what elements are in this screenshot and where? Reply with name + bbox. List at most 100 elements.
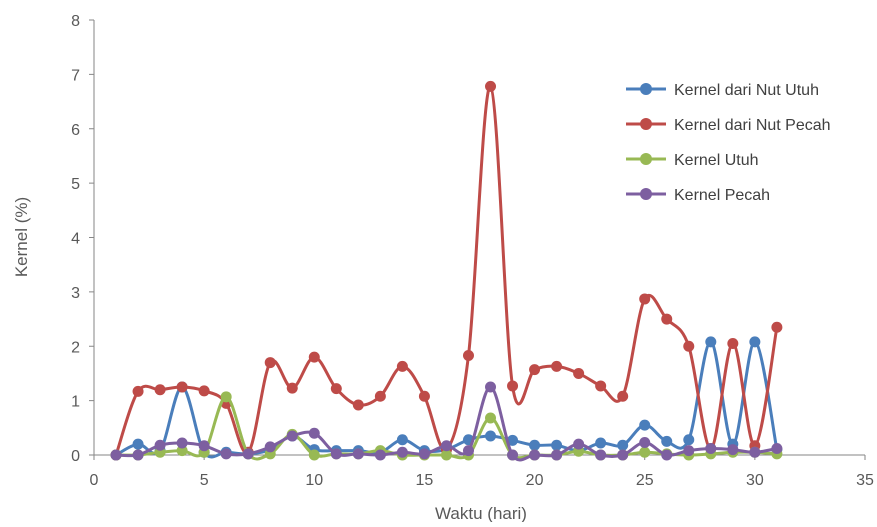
legend-label: Kernel Pecah	[674, 187, 770, 204]
data-point	[220, 448, 232, 460]
data-point	[485, 80, 497, 92]
data-point	[198, 385, 210, 397]
y-tick-label: 1	[71, 394, 80, 411]
data-point	[132, 385, 144, 397]
data-point	[198, 440, 210, 452]
x-tick-label: 30	[746, 472, 764, 489]
legend-label: Kernel dari Nut Pecah	[674, 117, 831, 134]
series-layer	[110, 80, 783, 462]
data-point	[705, 442, 717, 454]
data-point	[308, 427, 320, 439]
data-point	[661, 435, 673, 447]
data-point	[683, 340, 695, 352]
data-point	[749, 336, 761, 348]
x-tick-label: 15	[416, 472, 434, 489]
y-tick-label: 3	[71, 285, 80, 302]
data-point	[176, 437, 188, 449]
series-line	[114, 84, 779, 457]
data-point	[639, 293, 651, 305]
data-point	[154, 439, 166, 451]
data-point	[639, 436, 651, 448]
x-tick-label: 25	[636, 472, 654, 489]
data-point	[705, 336, 717, 348]
data-point	[242, 448, 254, 460]
data-point	[154, 384, 166, 396]
data-point	[661, 313, 673, 325]
data-point	[110, 449, 122, 461]
data-point	[440, 440, 452, 452]
data-point	[132, 449, 144, 461]
data-point	[220, 391, 232, 403]
x-axis-title: Waktu (hari)	[435, 504, 527, 522]
data-point	[749, 446, 761, 458]
data-point	[485, 412, 497, 424]
legend-item: Kernel dari Nut Pecah	[626, 117, 831, 134]
data-point	[374, 390, 386, 402]
data-point	[286, 430, 298, 442]
data-point	[683, 434, 695, 446]
x-tick-label: 10	[305, 472, 323, 489]
data-point	[639, 446, 651, 458]
data-point	[573, 438, 585, 450]
data-point	[396, 434, 408, 446]
data-point	[727, 444, 739, 456]
legend: Kernel dari Nut Utuh Kernel dari Nut Peca…	[626, 82, 831, 204]
data-point	[462, 349, 474, 361]
data-point	[529, 449, 541, 461]
data-point	[330, 448, 342, 460]
x-tick-label: 0	[90, 472, 99, 489]
data-point	[132, 438, 144, 450]
data-point	[529, 439, 541, 451]
y-tick-label: 2	[71, 339, 80, 356]
data-point	[264, 357, 276, 369]
data-point	[595, 380, 607, 392]
data-point	[396, 360, 408, 372]
y-tick-label: 0	[71, 448, 80, 465]
data-point	[551, 360, 563, 372]
y-tick-label: 4	[71, 231, 80, 248]
series-4	[110, 381, 783, 462]
data-point	[507, 449, 519, 461]
data-point	[639, 419, 651, 431]
data-point	[286, 382, 298, 394]
data-point	[595, 449, 607, 461]
legend-swatch-marker	[640, 118, 652, 130]
series-line	[114, 340, 779, 459]
x-tick-label: 5	[200, 472, 209, 489]
data-point	[617, 439, 629, 451]
x-tick-label: 35	[856, 472, 874, 489]
data-point	[264, 441, 276, 453]
legend-label: Kernel Utuh	[674, 152, 759, 169]
data-point	[529, 364, 541, 376]
data-point	[507, 380, 519, 392]
data-point	[462, 445, 474, 457]
data-point	[176, 445, 188, 457]
data-point	[374, 449, 386, 461]
data-point	[617, 390, 629, 402]
data-point	[507, 434, 519, 446]
data-point	[352, 448, 364, 460]
data-point	[595, 437, 607, 449]
data-point	[485, 430, 497, 442]
data-point	[485, 381, 497, 393]
data-point	[661, 449, 673, 461]
legend-item: Kernel Utuh	[626, 152, 759, 169]
series-2	[110, 80, 783, 461]
legend-item: Kernel Pecah	[626, 187, 770, 204]
data-point	[440, 449, 452, 461]
y-tick-label: 5	[71, 176, 80, 193]
x-tick-label: 20	[526, 472, 544, 489]
data-point	[176, 381, 188, 393]
legend-swatch-marker	[640, 83, 652, 95]
legend-swatch-marker	[640, 153, 652, 165]
legend-item: Kernel dari Nut Utuh	[626, 82, 819, 99]
data-point	[352, 399, 364, 411]
y-tick-label: 6	[71, 122, 80, 139]
data-point	[308, 449, 320, 461]
data-point	[396, 446, 408, 458]
y-tick-label: 8	[71, 13, 80, 30]
data-point	[683, 445, 695, 457]
data-point	[727, 338, 739, 350]
